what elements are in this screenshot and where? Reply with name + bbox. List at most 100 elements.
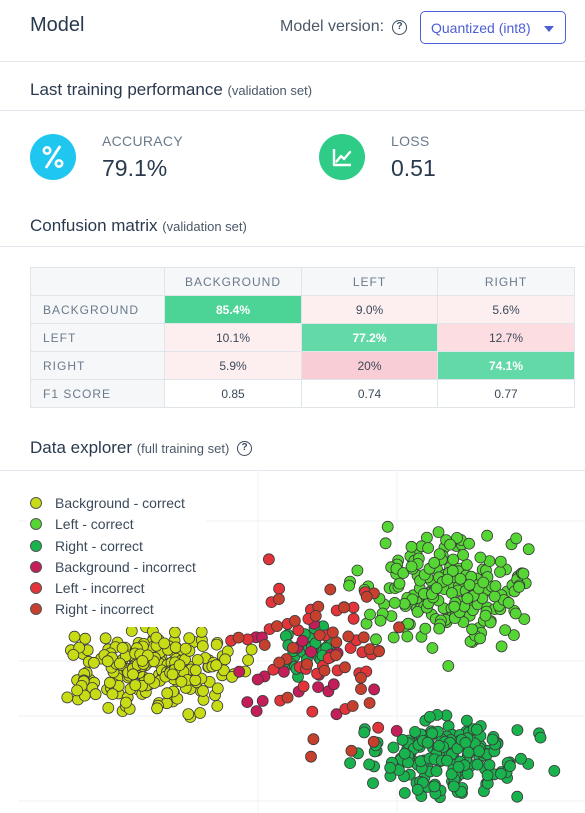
scatter-point[interactable] — [460, 714, 473, 727]
scatter-point[interactable] — [374, 614, 387, 627]
scatter-point[interactable] — [99, 632, 112, 645]
scatter-point[interactable] — [502, 596, 515, 609]
scatter-point[interactable] — [466, 623, 479, 636]
scatter-point[interactable] — [441, 573, 454, 586]
scatter-point[interactable] — [387, 741, 400, 754]
scatter-point[interactable] — [381, 520, 394, 533]
scatter-point[interactable] — [398, 597, 411, 610]
scatter-point[interactable] — [116, 642, 129, 654]
scatter-point[interactable] — [483, 759, 496, 771]
scatter-point[interactable] — [158, 637, 171, 650]
scatter-point[interactable] — [401, 630, 414, 643]
scatter-point[interactable] — [393, 621, 405, 634]
scatter-point[interactable] — [183, 632, 196, 645]
model-version-dropdown[interactable]: Quantized (int8) — [420, 11, 566, 44]
scatter-point[interactable] — [330, 708, 343, 721]
scatter-point[interactable] — [422, 542, 435, 554]
scatter-point[interactable] — [150, 631, 163, 644]
scatter-point[interactable] — [508, 629, 520, 642]
scatter-point[interactable] — [445, 768, 458, 781]
scatter-point[interactable] — [173, 659, 186, 672]
scatter-point[interactable] — [470, 723, 483, 736]
scatter-point[interactable] — [471, 758, 484, 771]
scatter-point[interactable] — [256, 694, 269, 707]
scatter-point[interactable] — [463, 579, 476, 591]
scatter-point[interactable] — [88, 656, 100, 669]
scatter-point[interactable] — [363, 758, 376, 771]
scatter-point[interactable] — [272, 593, 285, 606]
scatter-point[interactable] — [405, 560, 418, 573]
scatter-point[interactable] — [258, 639, 271, 651]
scatter-point[interactable] — [106, 688, 119, 701]
scatter-point[interactable] — [179, 642, 192, 655]
scatter-point[interactable] — [338, 601, 350, 614]
scatter-point[interactable] — [442, 660, 455, 672]
help-icon[interactable]: ? — [237, 441, 253, 457]
scatter-point[interactable] — [396, 733, 409, 746]
scatter-point[interactable] — [510, 532, 523, 545]
scatter-point[interactable] — [351, 564, 364, 577]
scatter-point[interactable] — [363, 697, 376, 709]
scatter-point[interactable] — [271, 620, 283, 633]
scatter-point[interactable] — [326, 626, 339, 639]
scatter-point[interactable] — [457, 549, 470, 561]
scatter-point[interactable] — [534, 731, 547, 744]
scatter-point[interactable] — [61, 691, 74, 704]
scatter-point[interactable] — [347, 612, 360, 625]
scatter-point[interactable] — [210, 638, 223, 651]
scatter-point[interactable] — [166, 668, 179, 681]
scatter-point[interactable] — [432, 526, 445, 538]
scatter-point[interactable] — [474, 632, 487, 645]
scatter-point[interactable] — [367, 735, 380, 748]
legend-item[interactable]: Right - correct — [30, 538, 196, 559]
scatter-point[interactable] — [67, 648, 80, 661]
scatter-point[interactable] — [390, 724, 403, 737]
scatter-point[interactable] — [428, 780, 441, 793]
scatter-point[interactable] — [477, 576, 490, 589]
scatter-point[interactable] — [372, 721, 385, 734]
scatter-point[interactable] — [273, 582, 286, 595]
scatter-point[interactable] — [509, 607, 522, 620]
scatter-point[interactable] — [448, 600, 461, 613]
scatter-point[interactable] — [273, 656, 286, 669]
scatter-point[interactable] — [102, 701, 115, 714]
scatter-point[interactable] — [354, 671, 367, 684]
scatter-point[interactable] — [104, 676, 116, 689]
scatter-point[interactable] — [367, 777, 379, 790]
scatter-point[interactable] — [245, 643, 258, 656]
scatter-point[interactable] — [161, 687, 174, 700]
scatter-point[interactable] — [388, 596, 401, 609]
legend-item[interactable]: Background - incorrect — [30, 559, 196, 580]
scatter-point[interactable] — [398, 747, 411, 760]
scatter-point[interactable] — [327, 678, 340, 691]
scatter-point[interactable] — [232, 631, 245, 644]
legend-item[interactable]: Right - incorrect — [30, 601, 196, 622]
scatter-point[interactable] — [194, 707, 207, 719]
scatter-point[interactable] — [511, 724, 524, 737]
scatter-point[interactable] — [441, 754, 453, 767]
scatter-point[interactable] — [242, 654, 255, 667]
scatter-point[interactable] — [387, 631, 400, 644]
scatter-point[interactable] — [197, 685, 209, 697]
scatter-point[interactable] — [486, 733, 499, 746]
scatter-point[interactable] — [305, 750, 317, 763]
scatter-point[interactable] — [196, 640, 209, 653]
scatter-point[interactable] — [426, 642, 439, 654]
scatter-point[interactable] — [481, 529, 494, 542]
scatter-point[interactable] — [432, 739, 445, 752]
legend-item[interactable]: Background - correct — [30, 495, 196, 516]
scatter-point[interactable] — [409, 725, 421, 738]
scatter-point[interactable] — [330, 636, 343, 649]
scatter-point[interactable] — [89, 688, 102, 701]
scatter-point[interactable] — [113, 657, 126, 670]
legend-item[interactable]: Left - correct — [30, 516, 196, 537]
scatter-point[interactable] — [393, 577, 406, 590]
scatter-point[interactable] — [68, 630, 81, 643]
scatter-point[interactable] — [423, 710, 436, 723]
scatter-point[interactable] — [517, 567, 530, 580]
scatter-point[interactable] — [548, 764, 561, 777]
scatter-point[interactable] — [479, 609, 492, 622]
scatter-point[interactable] — [463, 537, 476, 550]
scatter-point[interactable] — [120, 696, 132, 709]
scatter-point[interactable] — [489, 580, 502, 592]
